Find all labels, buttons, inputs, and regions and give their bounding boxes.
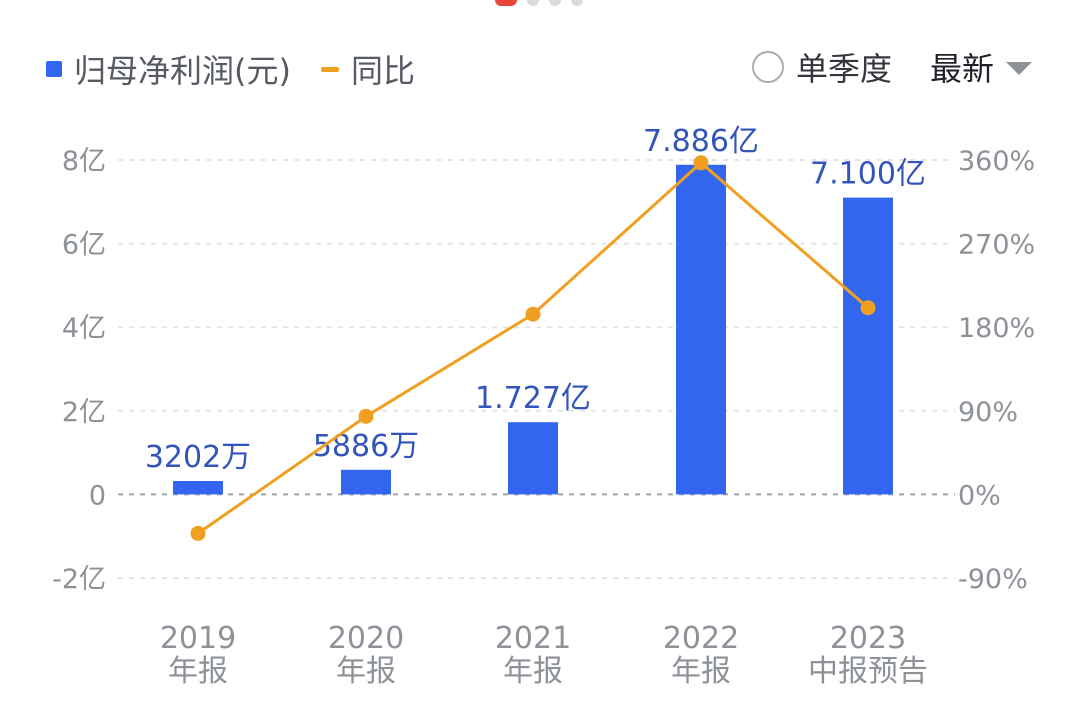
category-label: 2021 年报 — [495, 621, 571, 689]
page-dot[interactable] — [549, 0, 561, 6]
chart-controls: 单季度 最新 — [751, 44, 1032, 90]
category-label: 2019 年报 — [160, 621, 236, 689]
yoy-point — [860, 300, 876, 316]
right-axis-tick-label: 90% — [958, 397, 1018, 428]
category-label-line: 年报 — [503, 654, 563, 689]
bar-data-label: 3202万 — [145, 440, 251, 475]
category-label-line: 2022 — [663, 621, 739, 656]
category-label: 2023 中报预告 — [808, 621, 928, 689]
period-select[interactable]: 最新 — [930, 44, 1032, 90]
bar-swatch-icon — [46, 61, 62, 77]
bar — [341, 469, 391, 495]
yoy-point — [525, 306, 541, 322]
left-axis-tick-label: 4亿 — [62, 313, 106, 344]
quarter-toggle-label: 单季度 — [795, 50, 892, 88]
category-label-line: 2019 — [160, 621, 236, 656]
radio-circle-icon[interactable] — [751, 51, 784, 83]
right-axis-tick-label: 270% — [958, 230, 1035, 261]
left-axis-tick-label: 6亿 — [62, 230, 106, 261]
bar-data-label: 7.886亿 — [643, 124, 759, 159]
legend-line-label: 同比 — [350, 52, 415, 90]
bar — [508, 422, 558, 495]
left-axis-tick-label: 8亿 — [62, 146, 106, 177]
category-label-line: 2021 — [495, 621, 571, 656]
legend: 归母净利润(元) 同比 — [46, 46, 445, 92]
line-swatch-icon — [320, 66, 339, 72]
left-axis-tick-label: 2亿 — [62, 397, 106, 428]
category-label-line: 年报 — [671, 654, 731, 689]
bar-data-label: 5886万 — [313, 429, 419, 464]
category-label-line: 年报 — [336, 654, 396, 689]
page-dot-active[interactable] — [495, 0, 517, 6]
right-axis-tick-label: 360% — [958, 146, 1035, 177]
category-label-line: 年报 — [168, 654, 228, 689]
right-axis-tick-label: -90% — [958, 564, 1028, 595]
yoy-point — [190, 525, 206, 541]
category-label-line: 2023 — [830, 621, 906, 656]
yoy-point — [693, 155, 709, 171]
category-label: 2022 年报 — [663, 621, 739, 689]
right-axis-tick-label: 180% — [958, 313, 1035, 344]
left-axis-tick-label: 0 — [89, 480, 106, 511]
bar-data-label: 7.100亿 — [810, 157, 926, 192]
category-label-line: 2020 — [328, 621, 404, 656]
period-select-label: 最新 — [929, 50, 994, 88]
bar-data-label: 1.727亿 — [475, 381, 591, 416]
left-axis-tick-label: -2亿 — [52, 564, 106, 595]
legend-item-line[interactable]: 同比 — [320, 46, 415, 92]
bar — [676, 164, 726, 495]
legend-item-bar[interactable]: 归母净利润(元) — [46, 46, 291, 92]
page-indicator — [495, 0, 583, 6]
page-dot[interactable] — [527, 0, 539, 6]
caret-down-icon — [1006, 61, 1032, 75]
bar — [843, 197, 893, 495]
category-label-line: 中报预告 — [808, 654, 928, 689]
yoy-point — [358, 408, 374, 424]
page-dot[interactable] — [571, 0, 583, 6]
quarter-toggle[interactable]: 单季度 — [751, 44, 892, 90]
right-axis-tick-label: 0% — [958, 480, 1001, 511]
legend-bar-label: 归母净利润(元) — [74, 52, 291, 90]
bar — [173, 481, 223, 495]
category-label: 2020 年报 — [328, 621, 404, 689]
